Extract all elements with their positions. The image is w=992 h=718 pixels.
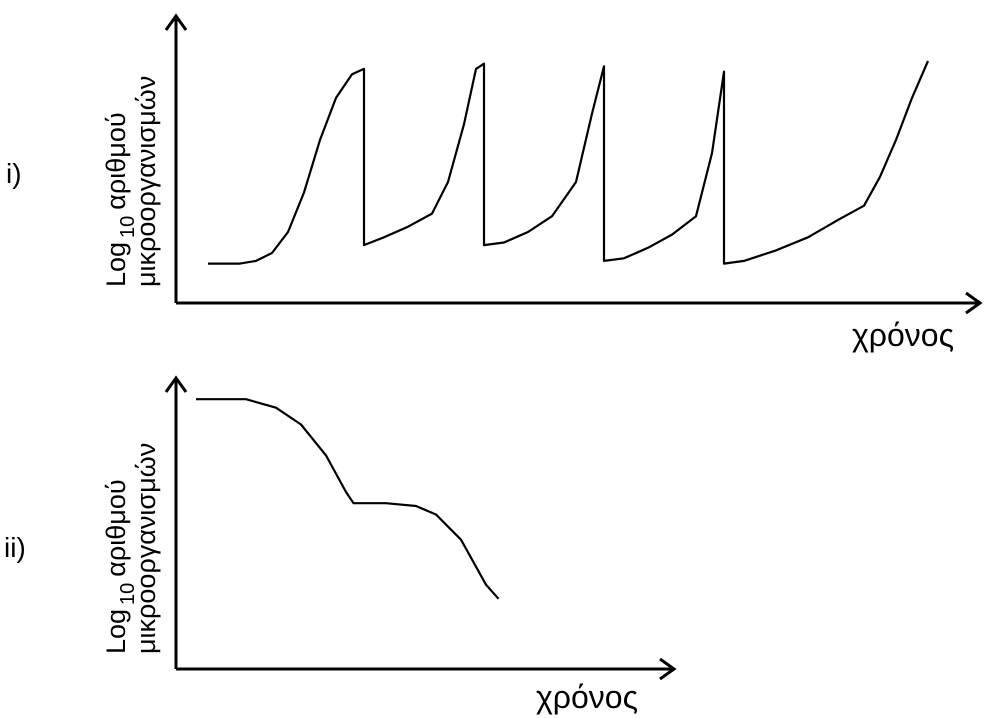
svg-text:Log10αριθμού: Log 10 αριθμού: [101, 479, 139, 654]
y-axis-label-subscript-2: 10: [117, 583, 139, 605]
svg-text:Log10αριθμού: Log 10 αριθμού: [101, 112, 139, 287]
y-axis-label-1: Log 10 αριθμού μικροοργανισμών: [101, 76, 161, 287]
panel-label-2: ii): [4, 532, 26, 563]
y-axis-label-word1-2: αριθμού: [101, 479, 131, 576]
data-line-2: [196, 398, 500, 600]
y-axis-label-2: Log 10 αριθμού μικροοργανισμών: [101, 443, 161, 654]
y-axis-label-subscript-1: 10: [117, 216, 139, 238]
y-axis-arrow-2: [164, 375, 188, 393]
chart-panel-2: ii) χρόνος Log 10 αριθμού μικροοργανισμών: [4, 375, 677, 715]
data-line-1: [208, 60, 930, 265]
y-axis-label-word2-2: μικροοργανισμών: [131, 443, 161, 654]
x-axis-label-1: χρόνος: [852, 317, 954, 353]
x-axis-arrow-2: [659, 657, 677, 681]
x-axis-label-2: χρόνος: [536, 679, 638, 715]
y-axis-arrow-1: [164, 13, 188, 31]
chart-panel-1: i) χρόνος Log 10 αριθμού μικροοργανισμών: [6, 13, 983, 353]
panel-label-1: i): [6, 158, 22, 189]
y-axis-label-prefix-1: Log: [101, 242, 131, 287]
x-axis-arrow-1: [965, 291, 983, 315]
y-axis-label-word2-1: μικροοργανισμών: [131, 76, 161, 287]
y-axis-label-word1-1: αριθμού: [101, 112, 131, 209]
y-axis-label-prefix-2: Log: [101, 609, 131, 654]
